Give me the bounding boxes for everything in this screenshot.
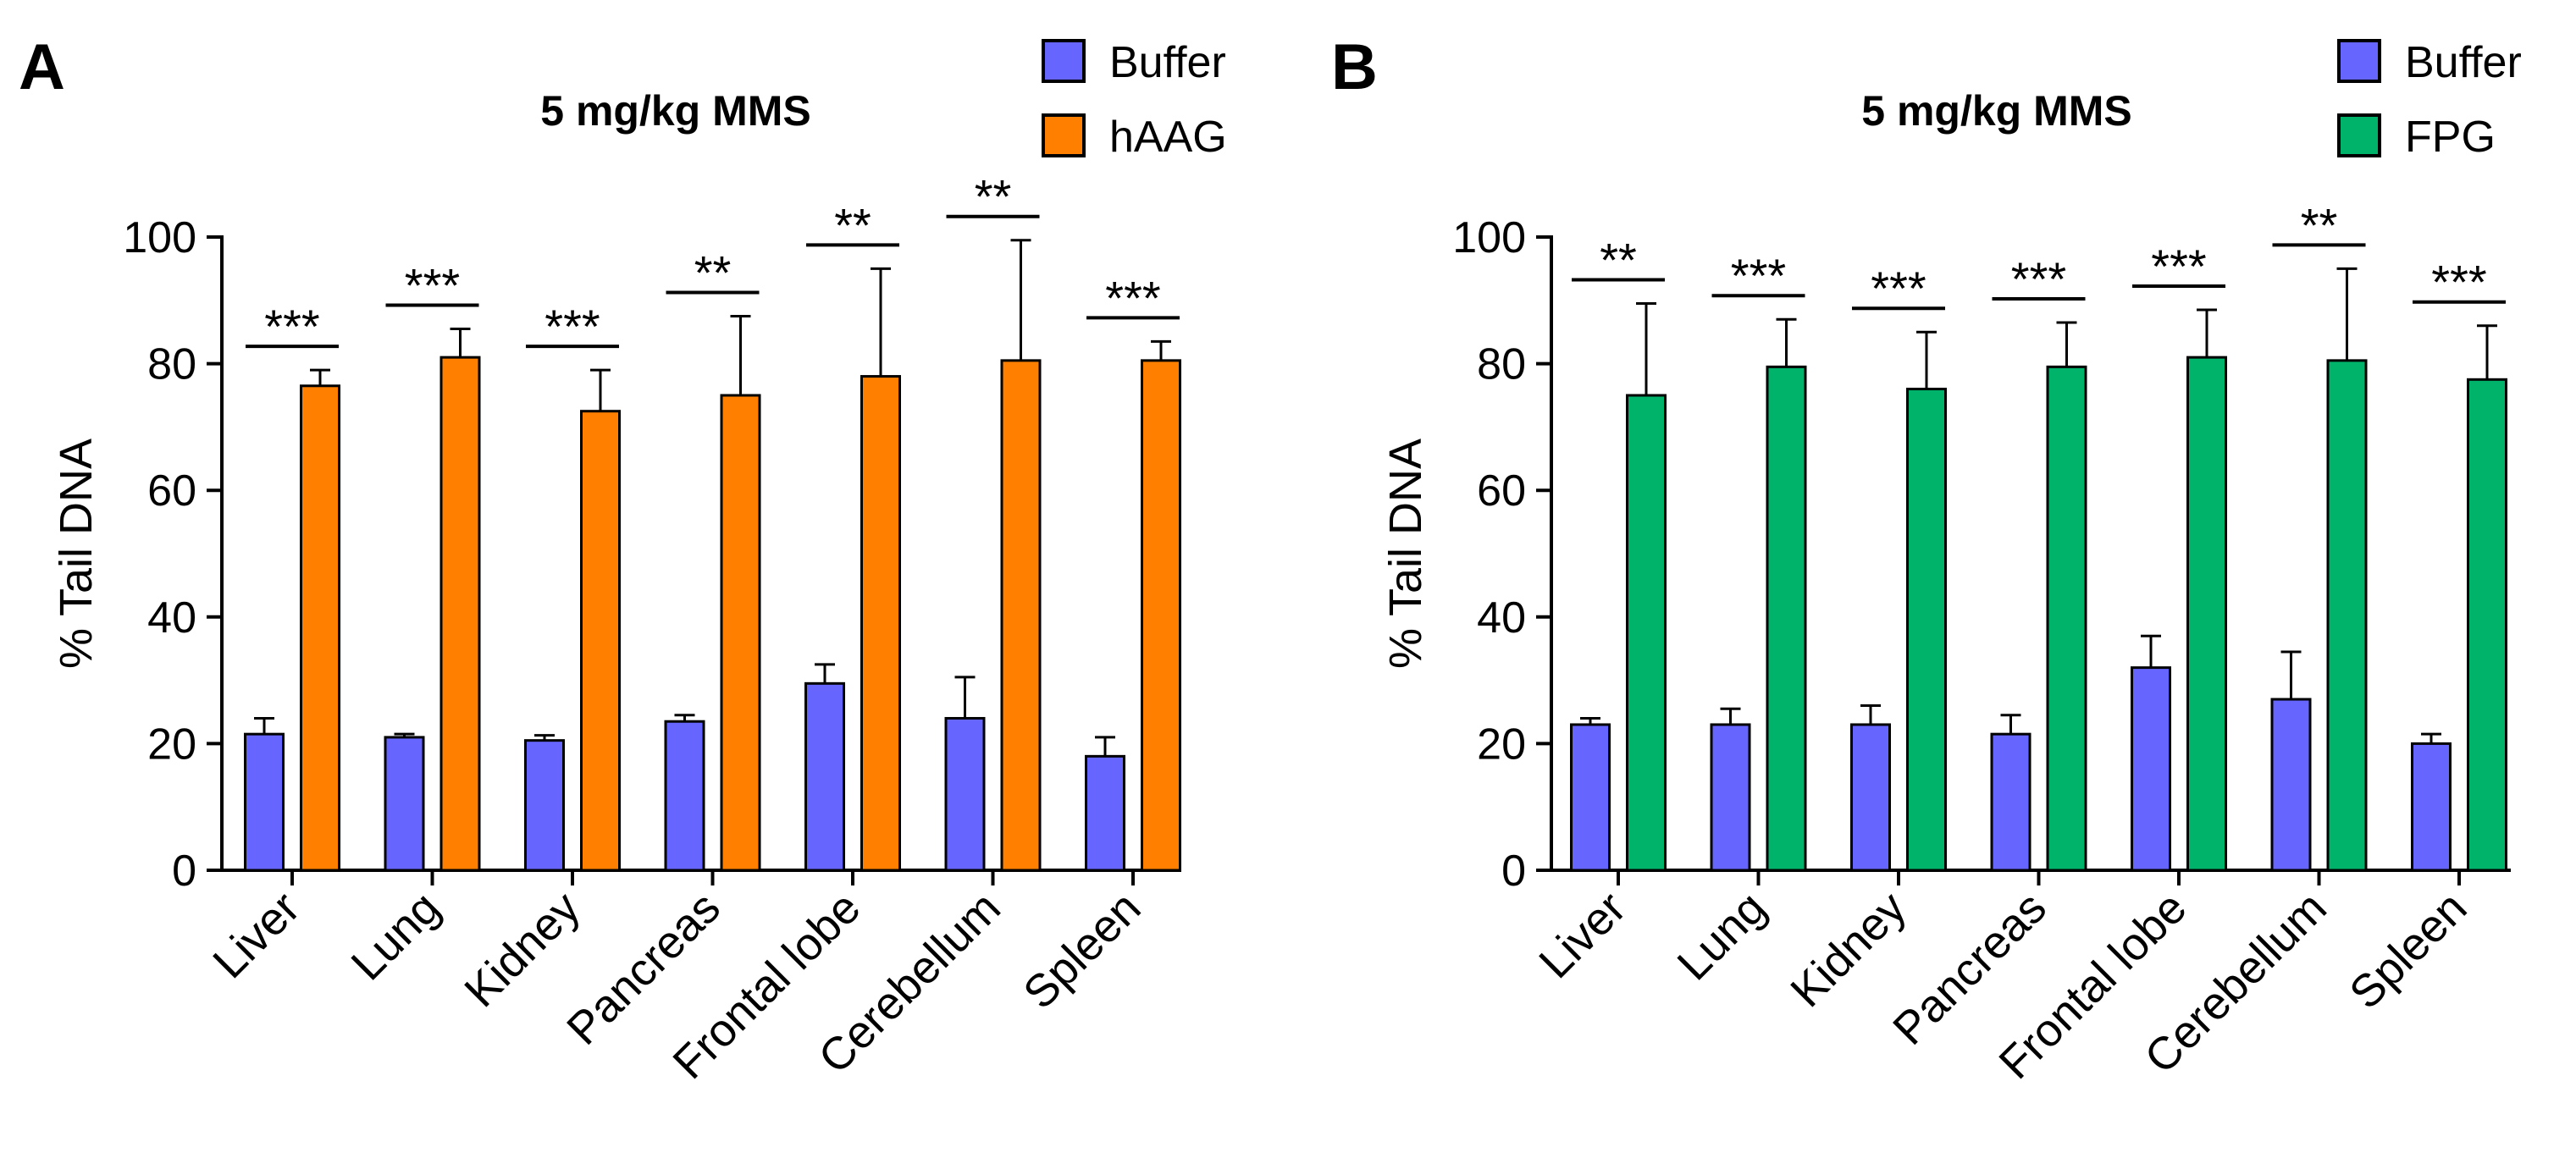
chart-title: 5 mg/kg MMS — [1861, 87, 2131, 135]
bar-treatment — [720, 394, 761, 872]
bar-buffer — [664, 720, 705, 872]
x-tick-label: Kidney — [1781, 882, 1915, 1017]
bar-buffer — [2270, 698, 2312, 872]
significance-marker: *** — [544, 300, 600, 353]
significance-marker: *** — [1871, 262, 1926, 315]
bar-treatment — [1906, 388, 1947, 872]
legend: Buffer FPG — [2337, 38, 2522, 162]
x-tick-label: Lung — [342, 882, 450, 990]
bar-treatment — [1141, 359, 1181, 872]
legend-label-2: FPG — [2405, 113, 2496, 162]
bar-treatment — [860, 375, 901, 872]
legend-label-2: hAAG — [1109, 113, 1227, 162]
x-tick-label: Liver — [1529, 882, 1635, 988]
significance-marker: *** — [405, 258, 460, 312]
bar-treatment — [2046, 365, 2087, 872]
legend-swatch-1 — [2337, 39, 2381, 83]
y-tick-label: 0 — [1501, 847, 1526, 896]
y-tick-label: 80 — [147, 340, 196, 389]
legend: Buffer hAAG — [1042, 38, 1227, 162]
panel-a-chart: A 5 mg/kg MMS Buffer hAAG % Tail DNA 0 20 40 60 8… — [19, 31, 1227, 1089]
bar-buffer — [1570, 723, 1611, 872]
significance-marker: *** — [2011, 252, 2066, 306]
bar-treatment — [2186, 356, 2227, 872]
y-tick-label: 20 — [147, 720, 196, 769]
y-tick-label: 60 — [147, 466, 196, 516]
bar-buffer — [2411, 742, 2452, 872]
y-tick-label: 100 — [123, 213, 196, 262]
bar-treatment — [1766, 365, 1807, 872]
bar-buffer — [384, 736, 425, 872]
significance-marker: *** — [1731, 249, 1786, 302]
y-tick-label: 80 — [1477, 340, 1526, 389]
y-axis-label: % Tail DNA — [51, 439, 102, 669]
bar-treatment — [2467, 378, 2507, 872]
bar-buffer — [804, 681, 845, 872]
panel-b-chart: B 5 mg/kg MMS Buffer FPG % Tail DNA 0 20 40 60 80… — [1331, 31, 2522, 1089]
legend-label-1: Buffer — [2405, 38, 2522, 87]
significance-marker: *** — [2151, 240, 2206, 293]
panel-letter: B — [1331, 31, 1378, 103]
bar-treatment — [1626, 394, 1667, 872]
significance-marker: *** — [2431, 256, 2486, 309]
bar-buffer — [524, 739, 565, 872]
bar-buffer — [1990, 732, 2032, 872]
x-tick-label: Spleen — [1014, 882, 1150, 1018]
significance-marker: *** — [264, 300, 319, 353]
bar-treatment — [2326, 359, 2368, 872]
bar-buffer — [244, 732, 285, 872]
bar-treatment — [300, 384, 340, 872]
bar-treatment — [1000, 359, 1042, 872]
legend-swatch-1 — [1042, 39, 1086, 83]
y-tick-label: 100 — [1452, 213, 1526, 262]
chart-title: 5 mg/kg MMS — [540, 87, 810, 135]
legend-swatch-2 — [2337, 113, 2381, 157]
y-tick-label: 40 — [1477, 593, 1526, 643]
bar-buffer — [2131, 666, 2171, 872]
significance-marker: ** — [2301, 198, 2338, 251]
significance-marker: ** — [694, 246, 732, 300]
y-tick-label: 20 — [1477, 720, 1526, 769]
x-tick-label: Spleen — [2340, 882, 2476, 1018]
bar-treatment — [439, 356, 481, 872]
significance-marker: ** — [975, 170, 1012, 223]
bar-treatment — [580, 410, 621, 872]
y-axis-label: % Tail DNA — [1380, 439, 1431, 669]
panel-letter: A — [19, 31, 65, 103]
y-tick-label: 60 — [1477, 466, 1526, 516]
y-tick-label: 0 — [172, 847, 196, 896]
legend-label-1: Buffer — [1109, 38, 1226, 87]
significance-marker: *** — [1105, 271, 1160, 324]
y-tick-label: 40 — [147, 593, 196, 643]
x-tick-label: Kidney — [455, 882, 589, 1017]
legend-swatch-2 — [1042, 113, 1086, 157]
significance-marker: ** — [1600, 234, 1637, 287]
bar-buffer — [944, 716, 986, 872]
bar-buffer — [1850, 723, 1891, 872]
significance-marker: ** — [834, 198, 871, 251]
bar-buffer — [1710, 723, 1751, 872]
x-tick-label: Liver — [203, 882, 309, 988]
bar-buffer — [1085, 754, 1125, 872]
x-tick-label: Lung — [1668, 882, 1776, 990]
